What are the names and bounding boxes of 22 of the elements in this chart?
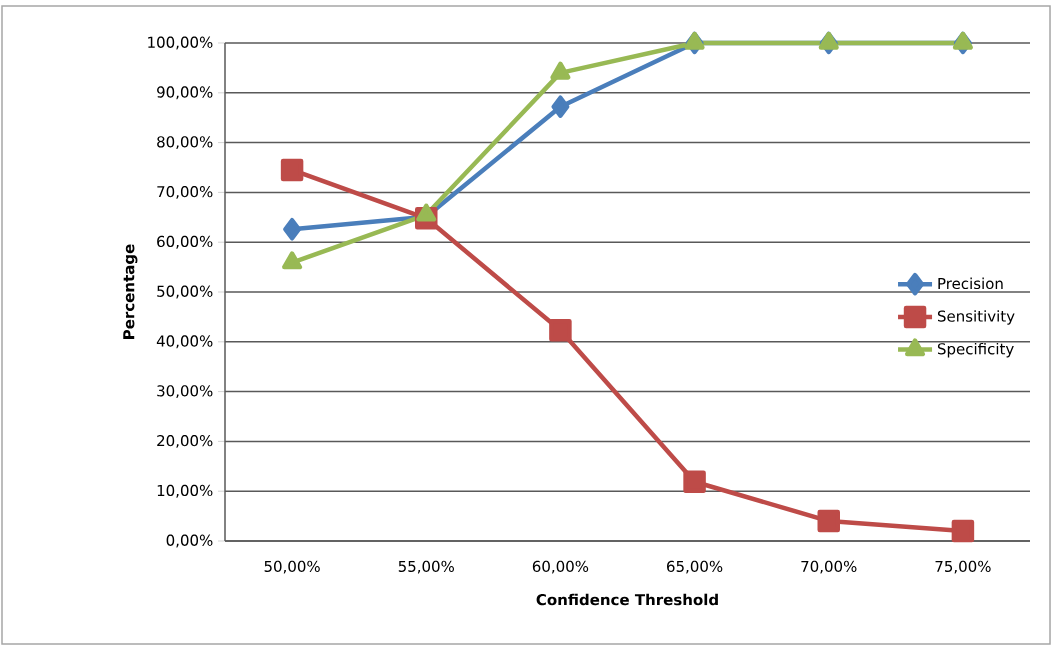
y-tick-label: 80,00% <box>157 136 213 150</box>
y-tick-label: 40,00% <box>156 335 213 349</box>
y-tick-label: 0,00% <box>166 534 213 548</box>
x-tick-label: 60,00% <box>532 560 589 574</box>
legend-label: Precision <box>938 277 1003 290</box>
y-axis-title: Percentage <box>123 244 138 339</box>
y-tick-label: 50,00% <box>157 285 213 299</box>
x-axis-title: Confidence Threshold <box>536 593 718 606</box>
legend-label: Sensitivity <box>937 310 1015 325</box>
y-tick-label: 60,00% <box>157 235 213 249</box>
y-tick-label: 10,00% <box>157 484 213 498</box>
y-tick-label: 20,00% <box>157 434 213 448</box>
legend-label: Specificity <box>937 342 1014 358</box>
y-tick-label: 30,00% <box>157 385 213 399</box>
y-tick-label: 70,00% <box>157 185 213 199</box>
x-tick-label: 70,00% <box>801 560 857 574</box>
x-tick-label: 75,00% <box>935 560 991 574</box>
x-tick-label: 55,00% <box>398 560 454 574</box>
y-tick-label: 100,00% <box>148 36 213 50</box>
x-tick-label: 50,00% <box>264 560 320 574</box>
x-tick-label: 65,00% <box>667 560 723 574</box>
y-tick-label: 90,00% <box>157 86 213 100</box>
